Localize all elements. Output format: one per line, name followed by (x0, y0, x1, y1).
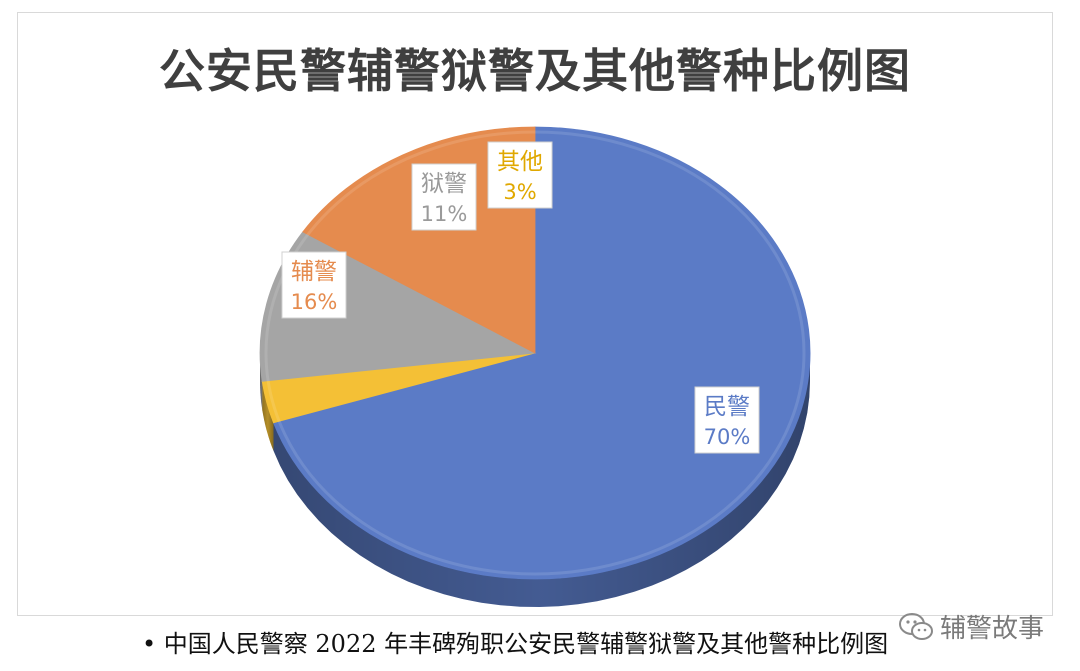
data-label-其他: 其他 3% (487, 141, 553, 209)
data-label-box (487, 141, 553, 209)
pie-slice-辅警 (302, 126, 536, 354)
pie-bevel (264, 130, 806, 576)
data-label-box (411, 163, 477, 231)
data-label-name: 辅警 (291, 259, 337, 285)
data-label-name: 民警 (704, 394, 750, 420)
data-label-狱警: 狱警 11% (411, 163, 477, 231)
data-label-name: 狱警 (421, 171, 467, 197)
data-label-percent: 3% (503, 180, 536, 204)
pie-side-shade-其他 (262, 381, 274, 451)
wechat-icon (899, 612, 933, 640)
data-label-辅警: 辅警 16% (281, 251, 347, 319)
data-label-民警: 民警 70% (694, 386, 760, 454)
data-label-box (281, 251, 347, 319)
chart-title: 公安民警辅警狱警及其他警种比例图 (159, 44, 911, 98)
figure-caption: • 中国人民警察 2022 年丰碑殉职公安民警辅警狱警及其他警种比例图 (142, 630, 889, 658)
watermark-text: 辅警故事 (940, 614, 1045, 644)
data-label-name: 其他 (497, 149, 543, 175)
data-label-percent: 16% (291, 290, 338, 314)
pie-side-shade-狱警 (260, 353, 263, 410)
watermark: 辅警故事 (898, 608, 1044, 645)
pie-slice-民警 (272, 126, 811, 580)
data-label-percent: 70% (704, 425, 751, 449)
data-label-box (694, 386, 760, 454)
data-label-percent: 11% (421, 202, 468, 226)
